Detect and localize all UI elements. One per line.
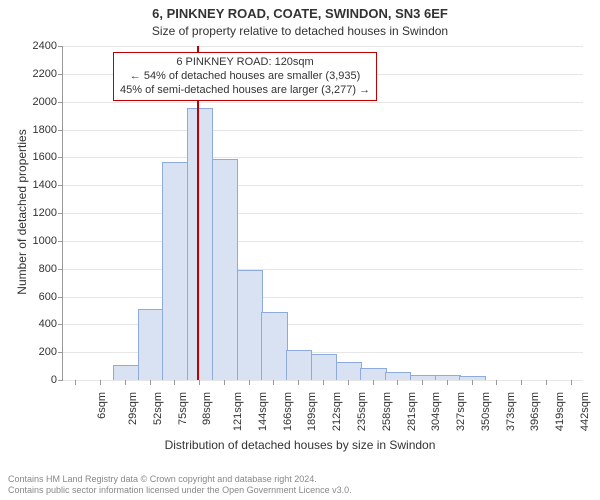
x-tick-label: 166sqm — [282, 392, 294, 431]
x-tick-label: 212sqm — [331, 392, 343, 431]
annotation-line: 45% of semi-detached houses are larger (… — [120, 84, 370, 98]
y-tick-label: 1400 — [33, 179, 63, 191]
histogram-bar — [336, 362, 362, 380]
y-tick-label: 2000 — [33, 96, 63, 108]
footer-attribution: Contains HM Land Registry data © Crown c… — [8, 474, 352, 496]
chart-title-main: 6, PINKNEY ROAD, COATE, SWINDON, SN3 6EF — [0, 6, 600, 21]
x-tick — [100, 380, 101, 385]
x-tick-label: 235sqm — [356, 392, 368, 431]
histogram-bar — [162, 162, 188, 380]
x-tick-label: 6sqm — [96, 392, 108, 419]
histogram-bar — [212, 159, 238, 380]
y-tick-label: 2200 — [33, 68, 63, 80]
grid-line — [63, 241, 583, 242]
x-tick-label: 442sqm — [579, 392, 591, 431]
x-tick — [75, 380, 76, 385]
x-tick-label: 29sqm — [127, 392, 139, 425]
x-tick — [323, 380, 324, 385]
x-tick — [397, 380, 398, 385]
y-tick-label: 400 — [39, 318, 63, 330]
footer-line-1: Contains HM Land Registry data © Crown c… — [8, 474, 352, 485]
x-tick — [472, 380, 473, 385]
x-tick-label: 121sqm — [232, 392, 244, 431]
histogram-bar — [286, 350, 312, 380]
x-tick — [174, 380, 175, 385]
y-tick-label: 2400 — [33, 40, 63, 52]
plot-area: 0200400600800100012001400160018002000220… — [62, 46, 583, 381]
histogram-bar — [435, 375, 461, 380]
chart-title-sub: Size of property relative to detached ho… — [0, 24, 600, 38]
y-tick-label: 1800 — [33, 124, 63, 136]
histogram-bar — [261, 312, 287, 380]
histogram-bar — [459, 376, 485, 380]
y-axis-label: Number of detached properties — [15, 45, 29, 379]
annotation-box: 6 PINKNEY ROAD: 120sqm← 54% of detached … — [113, 52, 377, 101]
x-tick-label: 189sqm — [307, 392, 319, 431]
y-tick-label: 0 — [51, 374, 63, 386]
x-tick-label: 258sqm — [381, 392, 393, 431]
histogram-bar — [113, 365, 139, 380]
x-tick-label: 419sqm — [554, 392, 566, 431]
y-tick-label: 1200 — [33, 207, 63, 219]
grid-line — [63, 102, 583, 103]
histogram-bar — [311, 354, 337, 380]
x-tick-label: 350sqm — [480, 392, 492, 431]
x-tick-label: 304sqm — [430, 392, 442, 431]
x-tick — [298, 380, 299, 385]
x-tick — [447, 380, 448, 385]
histogram-bar — [385, 372, 411, 380]
x-tick-label: 373sqm — [505, 392, 517, 431]
x-tick — [546, 380, 547, 385]
y-tick-label: 1600 — [33, 151, 63, 163]
annotation-line: 6 PINKNEY ROAD: 120sqm — [120, 56, 370, 70]
grid-line — [63, 46, 583, 47]
x-tick — [422, 380, 423, 385]
x-tick — [125, 380, 126, 385]
histogram-bar — [138, 309, 164, 380]
x-tick-label: 75sqm — [177, 392, 189, 425]
grid-line — [63, 157, 583, 158]
y-tick-label: 1000 — [33, 235, 63, 247]
x-tick — [373, 380, 374, 385]
grid-line — [63, 185, 583, 186]
histogram-bar — [237, 270, 263, 380]
grid-line — [63, 130, 583, 131]
x-tick-label: 52sqm — [152, 392, 164, 425]
x-tick-label: 144sqm — [257, 392, 269, 431]
x-tick — [273, 380, 274, 385]
x-tick-label: 281sqm — [406, 392, 418, 431]
x-tick-label: 327sqm — [455, 392, 467, 431]
y-tick-label: 600 — [39, 291, 63, 303]
grid-line — [63, 297, 583, 298]
x-axis-label: Distribution of detached houses by size … — [0, 438, 600, 452]
x-tick — [496, 380, 497, 385]
x-tick — [348, 380, 349, 385]
x-tick — [224, 380, 225, 385]
y-tick-label: 800 — [39, 263, 63, 275]
x-tick — [150, 380, 151, 385]
footer-line-2: Contains public sector information licen… — [8, 485, 352, 496]
x-tick — [249, 380, 250, 385]
y-tick-label: 200 — [39, 346, 63, 358]
x-tick — [199, 380, 200, 385]
chart-container: { "chart": { "type": "histogram", "title… — [0, 0, 600, 500]
grid-line — [63, 269, 583, 270]
annotation-line: ← 54% of detached houses are smaller (3,… — [120, 70, 370, 84]
histogram-bar — [360, 368, 386, 380]
x-tick — [571, 380, 572, 385]
x-tick — [521, 380, 522, 385]
x-tick-label: 396sqm — [529, 392, 541, 431]
grid-line — [63, 213, 583, 214]
x-tick-label: 98sqm — [201, 392, 213, 425]
histogram-bar — [187, 108, 213, 380]
